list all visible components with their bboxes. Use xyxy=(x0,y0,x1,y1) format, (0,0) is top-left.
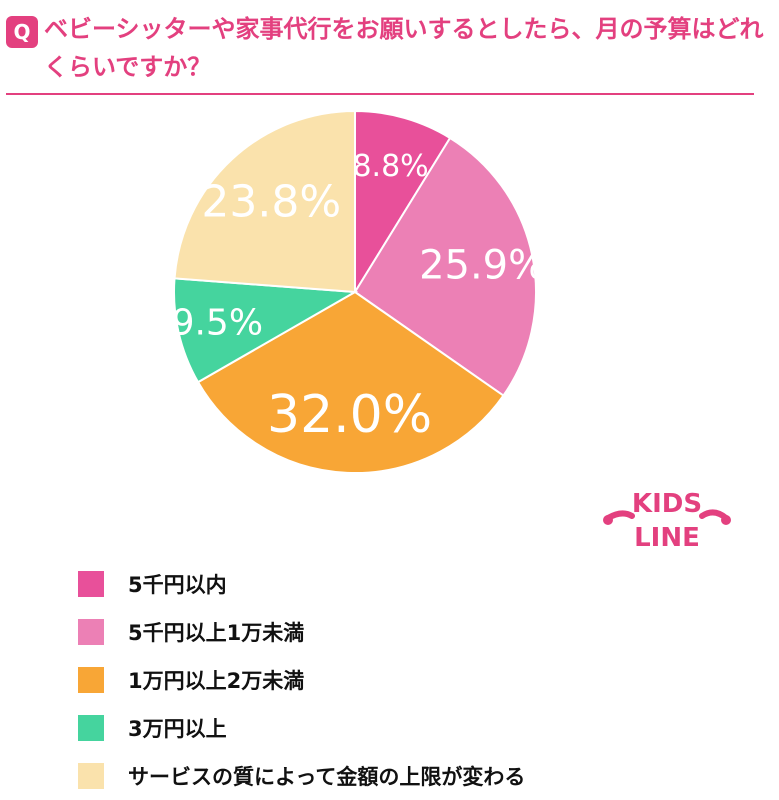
kidsline-logo-mark xyxy=(603,509,731,525)
chart-legend: 5千円以内 5千円以上1万未満 1万円以上2万未満 3万円以上サービスの質によって金額… xyxy=(78,560,758,800)
logo-line2: LINE xyxy=(634,523,700,553)
legend-item: サービスの質によって金額の上限が変わる xyxy=(78,752,758,800)
legend-label: 5千円以内 xyxy=(128,573,227,597)
pie-slice xyxy=(173,109,356,294)
pie-slice xyxy=(354,109,452,296)
pie-chart: 8.8% 25.9% 32.0%9.5% 23.8% xyxy=(172,109,546,474)
slice-data-label: 25.9% xyxy=(419,243,546,289)
slice-data-label: 8.8% xyxy=(352,149,428,184)
legend-swatch xyxy=(78,619,104,645)
pie-slice xyxy=(196,290,505,474)
slice-data-label: 9.5% xyxy=(172,303,263,344)
legend-label: 1万円以上2万未満 xyxy=(128,669,305,693)
legend-item: 5千円以内 xyxy=(78,560,758,608)
legend-item: 5千円以上1万未満 xyxy=(78,608,758,656)
legend-label: 5千円以上1万未満 xyxy=(128,621,305,645)
question-header: Q ベビーシッターや家事代行をお願いするとしたら、月の予算はどれくらいですか？ xyxy=(0,0,779,100)
legend-label: 3万円以上 xyxy=(128,717,227,741)
legend-swatch xyxy=(78,763,104,789)
slice-data-label: 32.0% xyxy=(267,385,432,445)
question-title: ベビーシッターや家事代行をお願いするとしたら、月の予算はどれくらいですか？ xyxy=(44,15,764,81)
kidsline-logo: KIDS LINE xyxy=(603,489,731,553)
pie-slice xyxy=(173,277,359,384)
pie-slice xyxy=(353,136,537,398)
legend-swatch xyxy=(78,571,104,597)
legend-item: 3万円以上 xyxy=(78,704,758,752)
logo-line1: KIDS xyxy=(632,489,702,519)
legend-swatch xyxy=(78,715,104,741)
q-badge: Q xyxy=(6,16,38,48)
legend-swatch xyxy=(78,667,104,693)
legend-label: サービスの質によって金額の上限が変わる xyxy=(128,765,526,789)
header-divider xyxy=(6,93,754,95)
slice-data-label: 23.8% xyxy=(201,176,341,227)
legend-item: 1万円以上2万未満 xyxy=(78,656,758,704)
